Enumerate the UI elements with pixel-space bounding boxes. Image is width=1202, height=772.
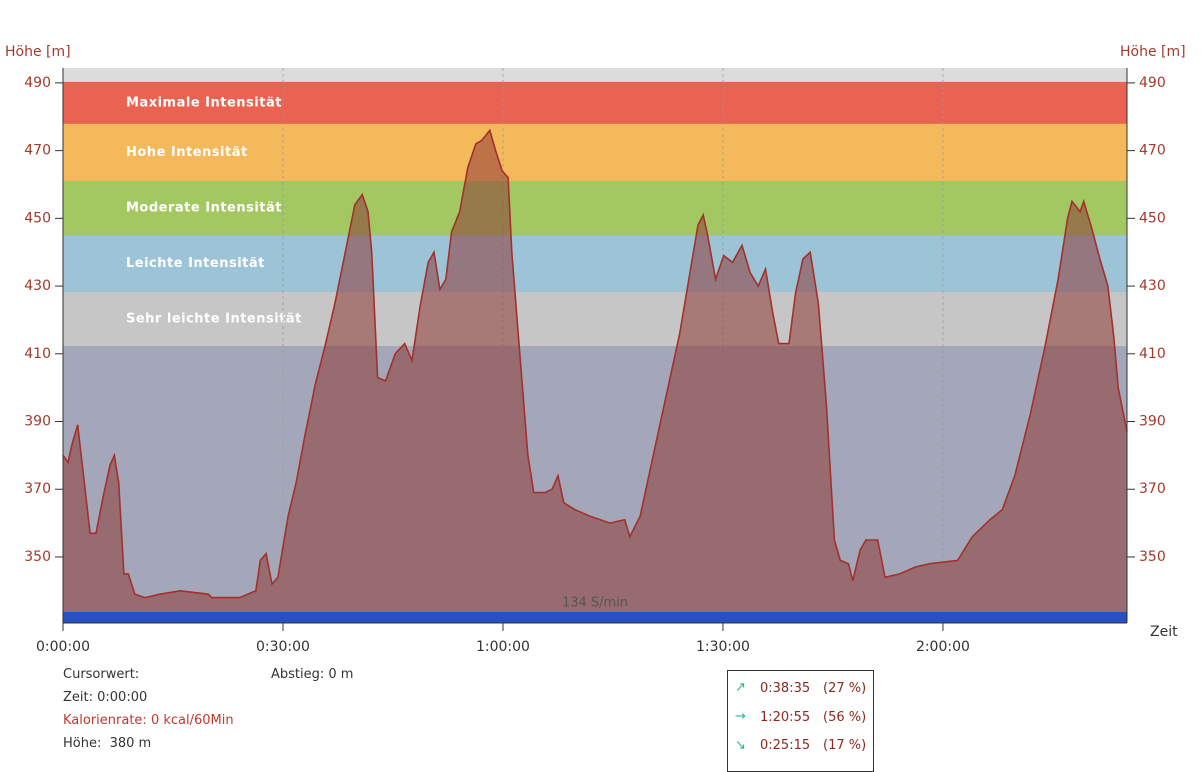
stats-box: ↗ 0:38:35 (27 %) → 1:20:55 (56 %) ↘ 0:25… (727, 670, 874, 772)
zone-label: Sehr leichte Intensität (126, 311, 302, 326)
cursor-title: Cursorwert: (63, 667, 140, 682)
y-tick-label: 370 (24, 481, 51, 497)
y2-tick-label: 390 (1139, 414, 1166, 430)
y2-axis-title: Höhe [m] (1120, 44, 1186, 60)
x-tick-label: 0:30:00 (256, 639, 310, 655)
y2-tick-label: 490 (1139, 75, 1166, 91)
stat-time: 0:25:15 (760, 738, 811, 753)
y-tick-label: 350 (24, 549, 51, 565)
ascent-icon: ↗ (735, 680, 746, 695)
elevation-line (62, 128, 1128, 599)
y-tick-label: 490 (24, 75, 51, 91)
stat-percent: (56 %) (823, 710, 867, 725)
stat-percent: (27 %) (823, 681, 867, 696)
zone-label: Maximale Intensität (126, 95, 282, 110)
top-band (63, 68, 1127, 82)
y-tick-label: 410 (24, 346, 51, 362)
y2-tick-label: 450 (1139, 210, 1166, 226)
stat-time: 0:38:35 (760, 681, 811, 696)
chart: Maximale Intensität Hohe Intensität Modera… (5, 44, 1186, 655)
heart-rate-bar (63, 612, 1127, 623)
elevation-area (63, 130, 1127, 624)
x-tick-label: 1:30:00 (696, 639, 750, 655)
zone-band (63, 291, 1127, 347)
zone-label: Hohe Intensität (126, 145, 248, 160)
y2-tick-label: 350 (1139, 549, 1166, 565)
zone-band (63, 235, 1127, 292)
zone-label: Leichte Intensität (126, 256, 265, 271)
y-tick-label: 450 (24, 210, 51, 226)
zone-band (63, 123, 1127, 182)
flat-icon: → (735, 709, 746, 724)
y-tick-label: 430 (24, 278, 51, 294)
y-tick-label: 470 (24, 143, 51, 159)
y-tick-label: 390 (24, 414, 51, 430)
zone-band (63, 81, 1127, 124)
x-tick-label: 0:00:00 (36, 639, 90, 655)
heart-rate-label: 134 S/min (562, 596, 628, 611)
cursor-descent: Abstieg: 0 m (271, 667, 354, 682)
cursor-calorie: Kalorienrate: 0 kcal/60Min (63, 713, 234, 728)
y-axis-title: Höhe [m] (5, 44, 71, 60)
stat-percent: (17 %) (823, 738, 867, 753)
cursor-height: Höhe: 380 m (63, 736, 152, 751)
zone-band (63, 181, 1127, 236)
y2-tick-label: 370 (1139, 481, 1166, 497)
x-tick-label: 2:00:00 (916, 639, 970, 655)
x-axis-title: Zeit (1150, 624, 1178, 640)
cursor-time: Zeit: 0:00:00 (63, 690, 148, 705)
y2-tick-label: 430 (1139, 278, 1166, 294)
stat-time: 1:20:55 (760, 710, 811, 725)
y2-tick-label: 470 (1139, 143, 1166, 159)
y2-tick-label: 410 (1139, 346, 1166, 362)
descent-icon: ↘ (735, 738, 746, 753)
x-tick-label: 1:00:00 (476, 639, 530, 655)
zone-label: Moderate Intensität (126, 201, 282, 216)
